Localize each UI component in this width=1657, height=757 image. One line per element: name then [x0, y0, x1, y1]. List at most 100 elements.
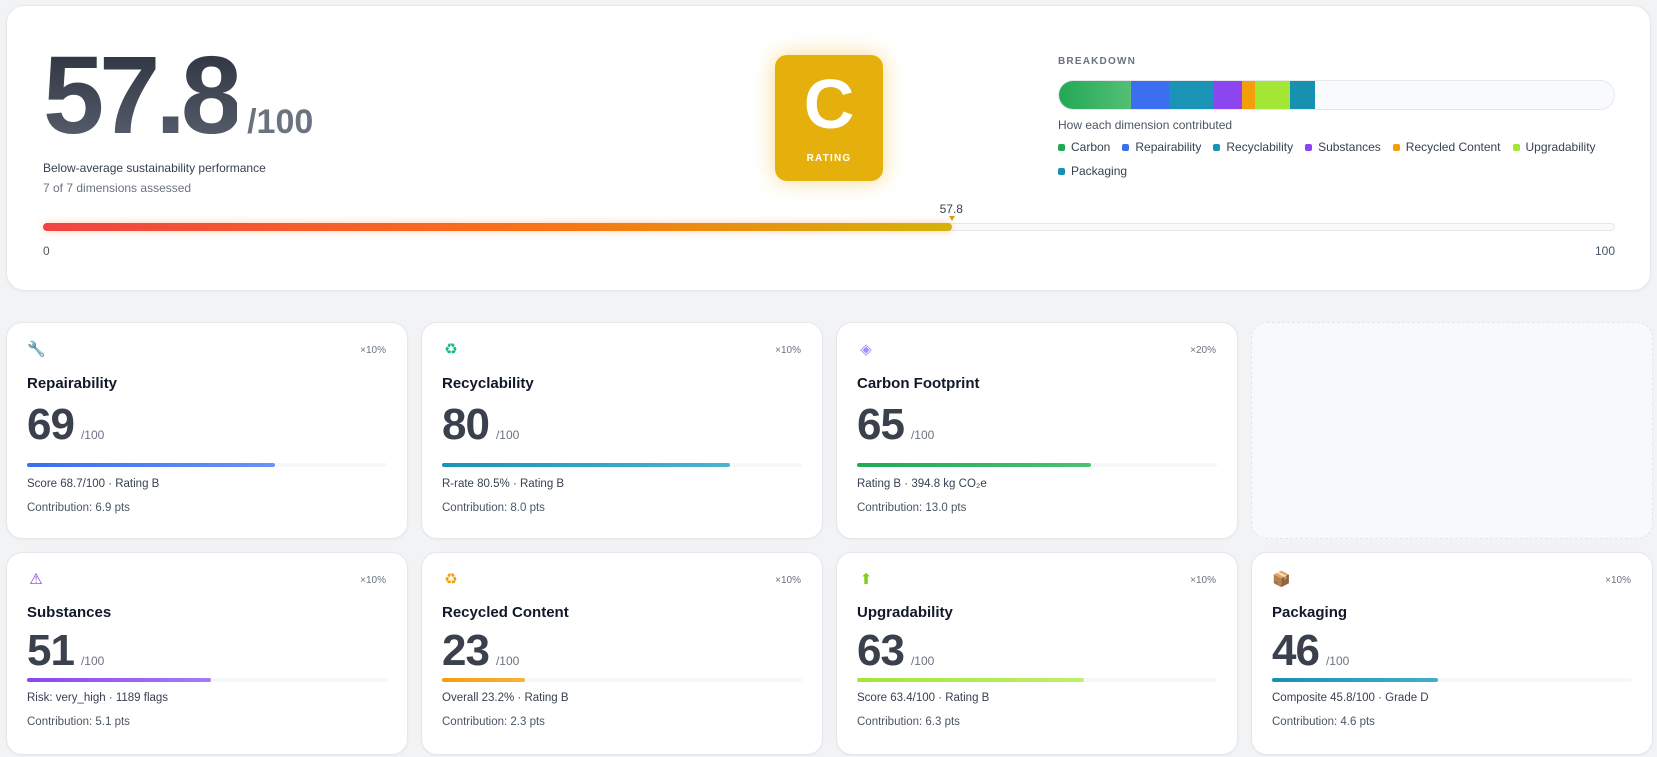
legend-item: Carbon — [1058, 140, 1110, 154]
card-detail: Score 68.7/100 · Rating B — [27, 478, 160, 490]
score-pointer-icon — [948, 216, 955, 221]
weight-badge: ×20% — [1190, 345, 1216, 356]
card-score-max: /100 — [910, 654, 935, 668]
card-title: Recyclability — [442, 375, 534, 392]
card-bar-track — [442, 678, 802, 682]
arrow-up-icon: ⬆ — [859, 571, 873, 588]
legend-label: Carbon — [1071, 140, 1111, 154]
dimension-card-recyclability[interactable]: ♻ ×10% Recyclability 80/100 R-rate 80.5% · R… — [421, 322, 823, 539]
score-description: Below-average sustainability performance — [43, 161, 266, 175]
weight-badge: ×10% — [775, 575, 801, 586]
card-contribution: Contribution: 6.9 pts — [27, 502, 130, 514]
dimension-card-upgradability[interactable]: ⬆ ×10% Upgradability 63/100 Score 63.4/100 ·… — [836, 552, 1238, 755]
card-score: 51/100 — [27, 629, 104, 673]
wrench-icon: 🔧 — [27, 341, 46, 358]
legend-dot-icon — [1305, 143, 1313, 151]
card-score-max: /100 — [80, 428, 105, 442]
card-score: 69/100 — [27, 403, 104, 447]
legend-dot-icon — [1058, 167, 1065, 175]
breakdown-legend: Carbon Repairability Recyclability Substanc… — [1058, 140, 1618, 178]
card-title: Repairability — [27, 375, 118, 392]
card-detail: Score 63.4/100 · Rating B — [857, 692, 990, 704]
score-pointer-label: 57.8 — [939, 202, 963, 216]
empty-card-slot — [1251, 322, 1653, 539]
card-bar-fill — [857, 463, 1091, 467]
card-score-value: 63 — [857, 626, 905, 675]
card-score-max: /100 — [1325, 654, 1350, 668]
legend-dot-icon — [1512, 143, 1520, 151]
scale-max-label: 100 — [1595, 244, 1616, 258]
dimension-card-repairability[interactable]: 🔧 ×10% Repairability 69/100 Score 68.7/100 ·… — [6, 322, 408, 539]
breakdown-segment-recycled-content — [1242, 81, 1255, 109]
breakdown-title: BREAKDOWN — [1058, 56, 1137, 67]
card-score: 63/100 — [857, 629, 934, 673]
legend-item: Packaging — [1058, 164, 1127, 178]
dimension-card-recycled-content[interactable]: ♻ ×10% Recycled Content 23/100 Overall 23.2%… — [421, 552, 823, 755]
card-score: 65/100 — [857, 403, 934, 447]
dimensions-assessed: 7 of 7 dimensions assessed — [43, 181, 192, 195]
legend-item: Recycled Content — [1392, 140, 1501, 154]
grade-caption: RATING — [806, 153, 852, 164]
package-icon: 📦 — [1272, 571, 1291, 588]
breakdown-segment-carbon — [1059, 81, 1132, 109]
card-score-value: 65 — [857, 400, 905, 449]
card-contribution: Contribution: 6.3 pts — [857, 716, 960, 728]
overall-score: 57.8 /100 — [43, 41, 313, 151]
card-contribution: Contribution: 5.1 pts — [27, 716, 130, 728]
breakdown-segment-upgradability — [1254, 81, 1290, 109]
card-score-max: /100 — [495, 654, 520, 668]
summary-panel: 57.8 /100 Below-average sustainability p… — [6, 5, 1651, 291]
legend-label: Recyclability — [1226, 140, 1294, 154]
card-contribution: Contribution: 13.0 pts — [857, 502, 967, 514]
weight-badge: ×10% — [775, 345, 801, 356]
breakdown-subtitle: How each dimension contributed — [1058, 118, 1233, 132]
legend-dot-icon — [1392, 143, 1400, 151]
card-score-value: 80 — [442, 400, 490, 449]
card-title: Upgradability — [857, 604, 953, 621]
card-bar-fill — [27, 678, 211, 682]
breakdown-segment-repairability — [1131, 81, 1170, 109]
card-detail: Overall 23.2% · Rating B — [442, 692, 569, 704]
legend-dot-icon — [1122, 143, 1130, 151]
card-title: Recycled Content — [442, 604, 569, 621]
overall-score-value: 57.8 — [43, 34, 242, 157]
card-detail: Composite 45.8/100 · Grade D — [1272, 692, 1429, 704]
dimension-card-substances[interactable]: ⚠ ×10% Substances 51/100 Risk: very_high · 1… — [6, 552, 408, 755]
card-title: Carbon Footprint — [857, 375, 980, 392]
legend-label: Repairability — [1135, 140, 1202, 154]
card-score-max: /100 — [495, 428, 520, 442]
card-bar-track — [1272, 678, 1632, 682]
weight-badge: ×10% — [360, 345, 386, 356]
card-score: 80/100 — [442, 403, 519, 447]
card-detail: Risk: very_high · 1189 flags — [27, 692, 169, 704]
legend-label: Recycled Content — [1405, 140, 1501, 154]
overall-score-max: /100 — [247, 103, 314, 141]
dimension-card-carbon[interactable]: ◈ ×20% Carbon Footprint 65/100 Rating B · 39… — [836, 322, 1238, 539]
weight-badge: ×10% — [360, 575, 386, 586]
breakdown-segment-recyclability — [1169, 81, 1214, 109]
card-score-value: 46 — [1272, 626, 1320, 675]
card-bar-fill — [27, 463, 276, 467]
legend-label: Packaging — [1071, 164, 1128, 178]
card-bar-fill — [1272, 678, 1438, 682]
card-contribution: Contribution: 8.0 pts — [442, 502, 545, 514]
card-score: 23/100 — [442, 629, 519, 673]
weight-badge: ×10% — [1190, 575, 1216, 586]
card-title: Substances — [27, 604, 112, 621]
legend-label: Substances — [1318, 140, 1381, 154]
weight-badge: ×10% — [1605, 575, 1631, 586]
legend-item: Repairability — [1122, 140, 1201, 154]
breakdown-segment-packaging — [1289, 81, 1316, 109]
legend-dot-icon — [1058, 143, 1065, 151]
card-bar-fill — [857, 678, 1084, 682]
card-score-value: 69 — [27, 400, 75, 449]
card-detail: R-rate 80.5% · Rating B — [442, 478, 565, 490]
legend-item: Upgradability — [1512, 140, 1596, 154]
dimension-card-packaging[interactable]: 📦 ×10% Packaging 46/100 Composite 45.8/100 ·… — [1251, 552, 1653, 755]
card-score-value: 51 — [27, 626, 75, 675]
recycle-icon: ♻ — [444, 341, 458, 358]
grade-letter: C — [803, 65, 855, 143]
card-score-max: /100 — [910, 428, 935, 442]
legend-item: Recyclability — [1213, 140, 1293, 154]
legend-dot-icon — [1213, 143, 1221, 151]
